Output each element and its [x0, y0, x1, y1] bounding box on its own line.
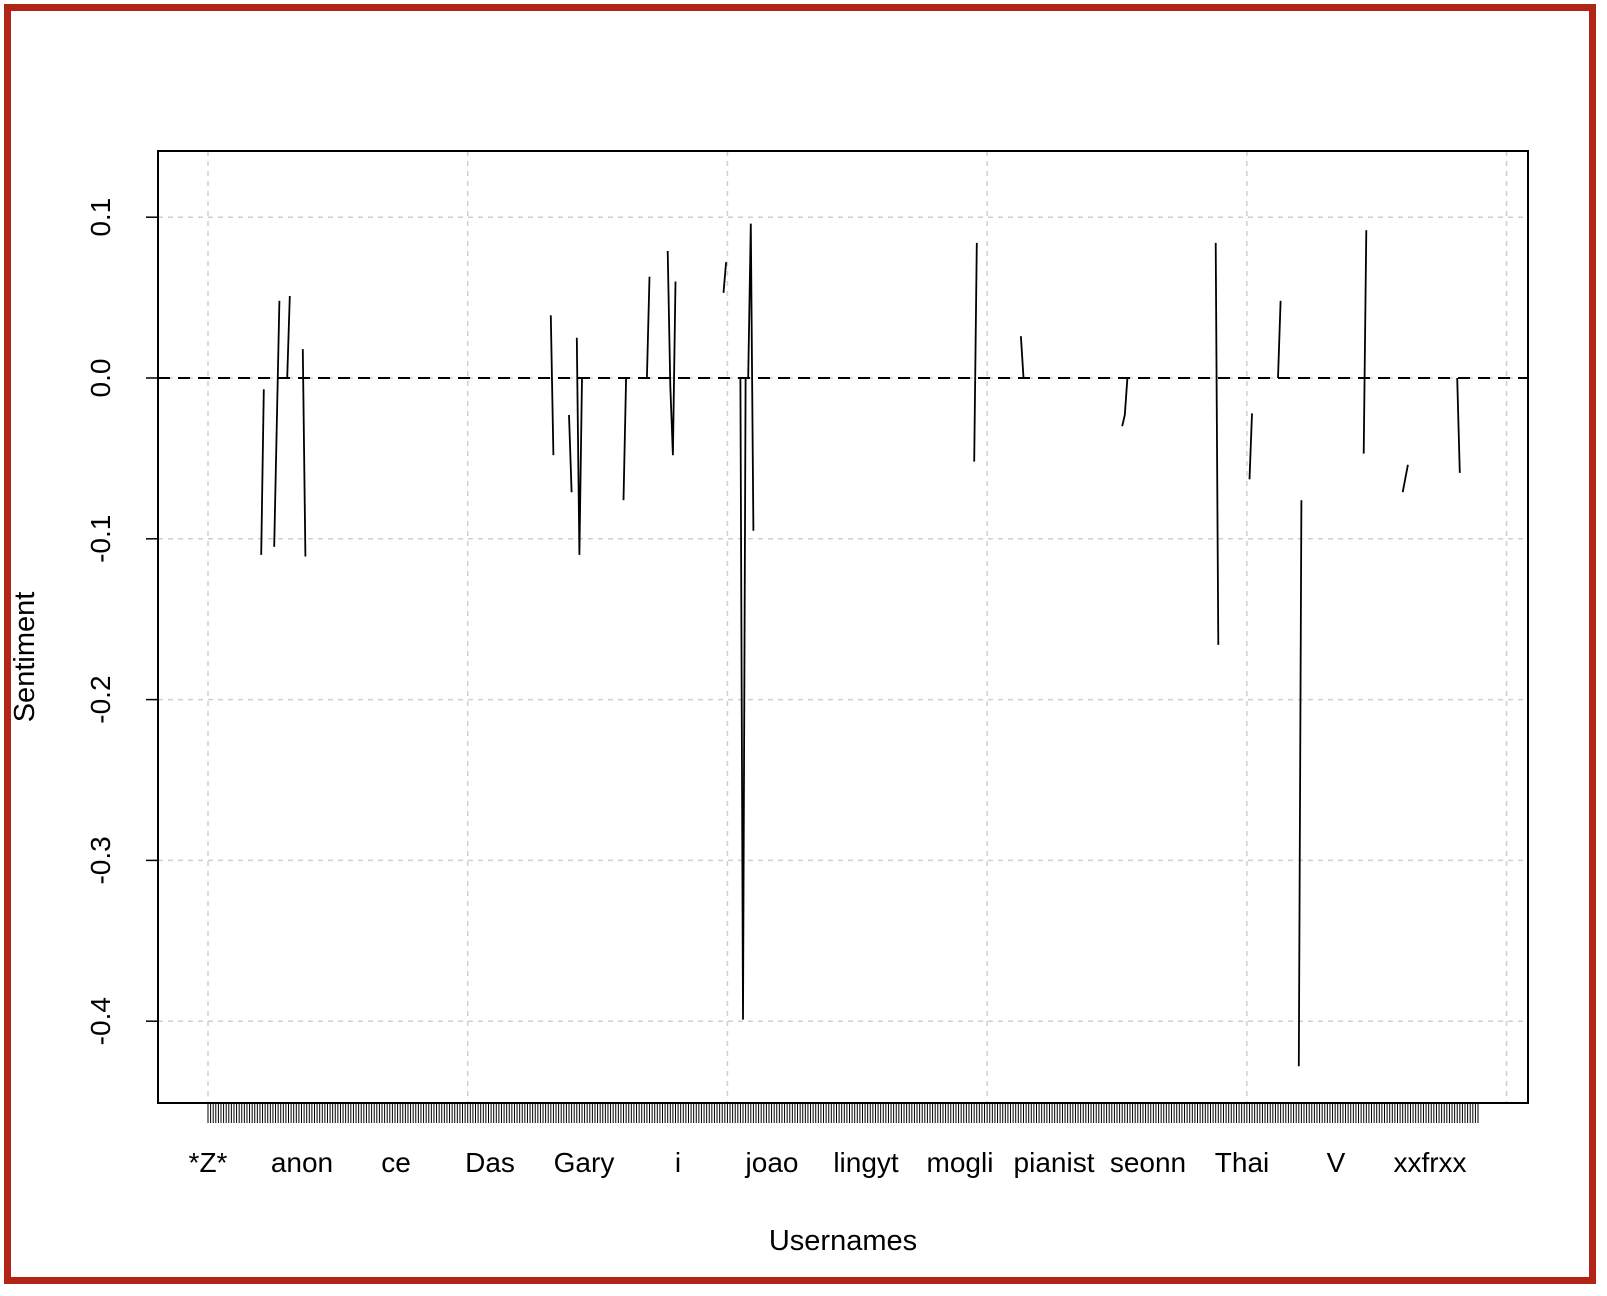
series-line	[1277, 300, 1282, 379]
x-tick-label: seonn	[1110, 1147, 1186, 1178]
y-tick-label: -0.3	[85, 836, 116, 884]
series-line	[301, 349, 307, 557]
x-tick-label: pianist	[1014, 1147, 1095, 1178]
series-lines	[260, 223, 1461, 1067]
x-tick-label: ce	[381, 1147, 411, 1178]
x-tick-label: anon	[271, 1147, 333, 1178]
series-line	[1020, 336, 1025, 379]
series-line	[973, 242, 978, 462]
x-axis-tick-labels: *Z* anon ce Das Gary i joao lingyt mogli pianist s…	[189, 1147, 1467, 1178]
series-line	[666, 250, 677, 456]
plot-border	[157, 150, 1529, 1104]
series-line	[1248, 413, 1253, 480]
series-line	[575, 337, 585, 555]
x-tick-label: V	[1327, 1147, 1346, 1178]
x-tick-label: Thai	[1215, 1147, 1269, 1178]
series-line	[549, 315, 555, 456]
y-tick-label: 0.0	[85, 359, 116, 398]
series-line	[1401, 464, 1409, 493]
x-tick-label: *Z*	[189, 1147, 228, 1178]
y-tick-label: -0.4	[85, 997, 116, 1045]
x-tick-label: joao	[745, 1147, 799, 1178]
y-axis-title: Sentiment	[9, 592, 41, 723]
series-line	[260, 389, 265, 555]
series-line	[1214, 242, 1220, 645]
y-axis: 0.1 0.0 -0.1 -0.2 -0.3 -0.4	[85, 198, 158, 1045]
series-line	[1297, 500, 1303, 1067]
series-line	[1121, 377, 1129, 427]
x-tick-label: xxfrxx	[1393, 1147, 1466, 1178]
series-line	[568, 414, 573, 493]
series-line	[737, 223, 755, 1020]
y-tick-label: 0.1	[85, 198, 116, 237]
x-axis-ticks	[207, 1103, 1479, 1123]
x-tick-label: lingyt	[833, 1147, 899, 1178]
x-tick-label: Gary	[554, 1147, 615, 1178]
x-tick-label: mogli	[927, 1147, 994, 1178]
y-tick-label: -0.2	[85, 675, 116, 723]
series-line	[1456, 377, 1461, 473]
x-tick-label: i	[675, 1147, 681, 1178]
series-line	[286, 295, 291, 379]
series-line	[646, 276, 651, 379]
x-tick-label: Das	[465, 1147, 515, 1178]
series-line	[622, 377, 629, 501]
series-line	[273, 300, 281, 547]
series-line	[1362, 230, 1368, 454]
grid	[158, 151, 1528, 1103]
y-tick-label: -0.1	[85, 515, 116, 563]
series-line	[722, 262, 727, 293]
x-axis-title: Usernames	[769, 1225, 917, 1257]
